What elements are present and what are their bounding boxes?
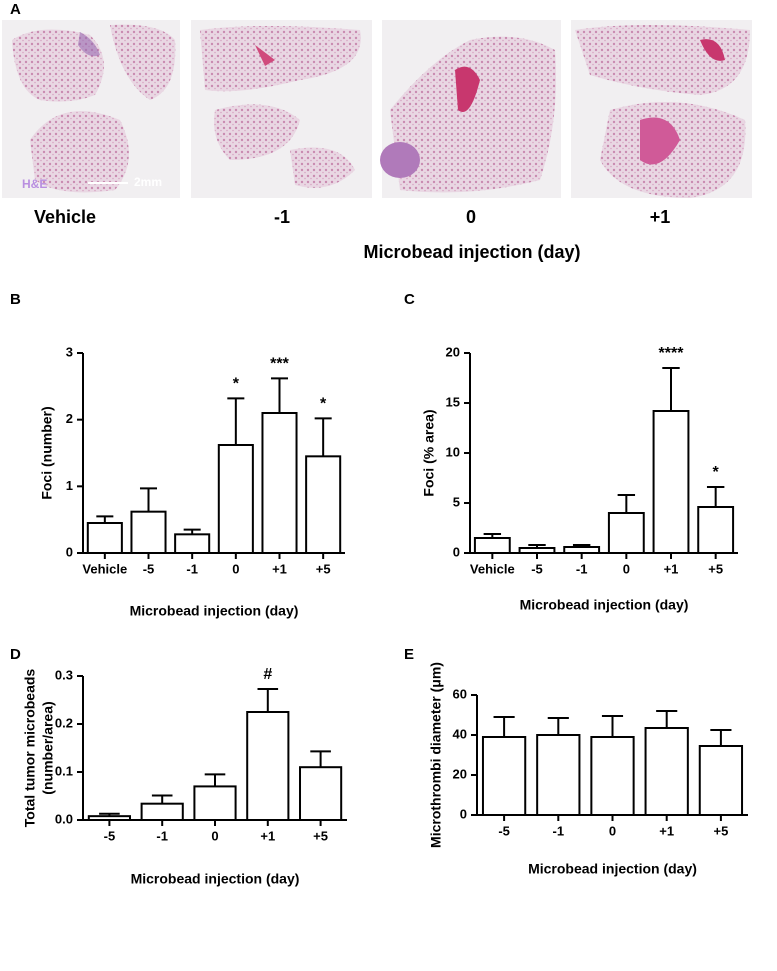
x-tick-label: 0 [623, 561, 630, 576]
bar [261, 412, 298, 554]
x-tick-label: 0 [609, 823, 616, 838]
bar [590, 736, 635, 816]
bar-chart: B 0 1 2 3 Vehicle -5 -1 0 * +1 *** +5 * Foci (number) M… [10, 291, 345, 619]
x-tick-label: +5 [713, 823, 728, 838]
y-tick-label: 20 [453, 766, 467, 781]
panel-label: D [10, 646, 21, 663]
bar [698, 745, 744, 816]
significance-label: # [263, 666, 272, 683]
axis-title: Microbead injection (day) [528, 861, 697, 877]
stain-label: H&E [22, 177, 47, 191]
x-tick-label: Vehicle [470, 561, 515, 576]
significance-label: * [713, 464, 720, 481]
y-tick-label: 5 [453, 494, 460, 509]
x-tick-label: +1 [260, 828, 275, 843]
image-label: -1 [274, 207, 290, 227]
y-tick-label: 0 [66, 544, 73, 559]
bar [87, 815, 131, 821]
image-label: +1 [650, 207, 671, 227]
axis-title: Total tumor microbeads [22, 669, 38, 828]
axis-title: Microbead injection (day) [130, 603, 299, 619]
bar [217, 444, 254, 554]
bar [536, 734, 581, 816]
y-tick-label: 20 [446, 344, 460, 359]
bar-chart: D 0.0 0.1 0.2 0.3 -5 -1 0 +1 # +5 Total tumor micro… [10, 646, 347, 887]
axis-title: Microbead injection (day) [131, 871, 300, 887]
bar [652, 410, 690, 554]
significance-label: * [233, 376, 240, 393]
image-label: Vehicle [34, 207, 96, 227]
x-tick-label: Vehicle [82, 561, 127, 576]
y-tick-label: 2 [66, 411, 73, 426]
x-tick-label: +5 [313, 828, 328, 843]
bar [86, 522, 123, 554]
y-tick-label: 40 [453, 726, 467, 741]
histology-image [380, 20, 561, 198]
x-tick-label: -1 [186, 561, 198, 576]
y-tick-label: 0.3 [55, 667, 73, 682]
y-tick-label: 60 [453, 686, 467, 701]
bar [481, 736, 527, 816]
bar [697, 506, 735, 554]
bar [299, 766, 343, 822]
bar [305, 455, 342, 555]
axis-title: Foci (% area) [421, 409, 437, 496]
y-tick-label: 1 [66, 478, 73, 493]
x-tick-label: -1 [576, 561, 588, 576]
y-tick-label: 10 [446, 444, 460, 459]
scale-label: 2mm [134, 175, 162, 189]
bar [193, 785, 237, 822]
axis-title: Microbead injection (day) [520, 597, 689, 613]
y-tick-label: 15 [446, 394, 460, 409]
significance-label: **** [659, 345, 685, 362]
bar [518, 547, 556, 554]
panel-label: B [10, 291, 21, 308]
bar [473, 537, 511, 554]
panel-label: C [404, 291, 415, 308]
x-tick-label: -5 [498, 823, 510, 838]
histology-image [2, 20, 180, 198]
bar [563, 546, 601, 554]
significance-label: * [320, 396, 327, 413]
bar [644, 727, 689, 816]
axis-title: Microthrombi diameter (μm) [428, 662, 444, 848]
panel-a: A H&E 2mm [2, 1, 752, 262]
x-tick-label: +5 [316, 561, 331, 576]
panel-label: E [404, 646, 414, 663]
bar [246, 711, 290, 821]
x-tick-label: +1 [659, 823, 674, 838]
x-tick-label: -1 [553, 823, 565, 838]
x-tick-label: -1 [156, 828, 168, 843]
axis-title: Microbead injection (day) [363, 242, 580, 262]
y-tick-label: 0.2 [55, 715, 73, 730]
y-tick-label: 0 [460, 806, 467, 821]
histology-image [571, 20, 752, 198]
x-tick-label: +1 [272, 561, 287, 576]
y-tick-label: 0 [453, 544, 460, 559]
image-label: 0 [466, 207, 476, 227]
x-tick-label: -5 [531, 561, 543, 576]
significance-label: *** [270, 356, 289, 373]
x-tick-label: -5 [104, 828, 116, 843]
y-tick-label: 0.0 [55, 811, 73, 826]
x-tick-label: -5 [143, 561, 155, 576]
y-tick-label: 3 [66, 344, 73, 359]
x-tick-label: +1 [664, 561, 679, 576]
x-tick-label: +5 [708, 561, 723, 576]
bar-chart: E 0 20 40 60 -5 -1 0 +1 +5 Microthrombi diameter (… [404, 646, 748, 877]
bar [174, 533, 211, 554]
panel-label: A [10, 1, 21, 18]
x-tick-label: 0 [232, 561, 239, 576]
bar-chart: C 0 5 10 15 20 Vehicle -5 -1 0 +1 **** +5 * Foci (% ar… [404, 291, 738, 613]
x-tick-label: 0 [211, 828, 218, 843]
y-tick-label: 0.1 [55, 763, 73, 778]
bar [130, 510, 167, 554]
histology-image [191, 20, 372, 198]
bar [607, 512, 645, 554]
axis-title: Foci (number) [39, 406, 55, 499]
bar [140, 802, 184, 821]
axis-title: (number/area) [40, 701, 56, 794]
